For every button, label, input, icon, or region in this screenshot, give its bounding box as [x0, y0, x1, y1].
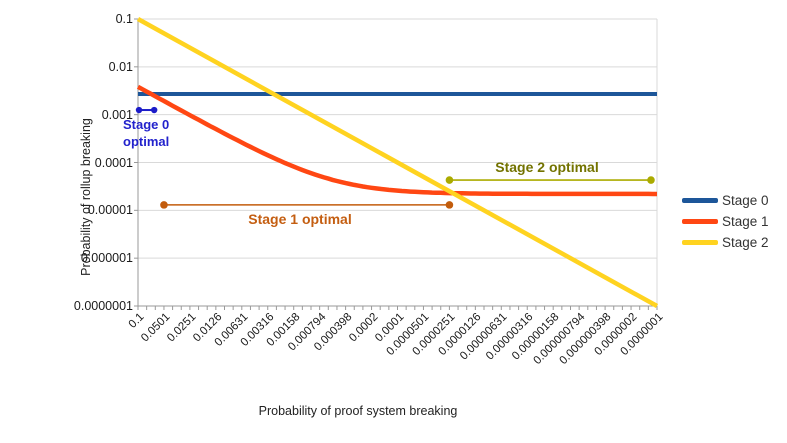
y-tick-label: 0.0000001: [73, 299, 133, 313]
y-tick-label: 0.1: [115, 12, 133, 26]
annotation-stage-1-optimal: Stage 1 optimal: [248, 211, 352, 227]
stage-2-line: [136, 17, 659, 308]
annotation-stage-0-optimal: Stage 0 optimal: [123, 117, 170, 149]
legend-item-stage-2: Stage 2: [682, 235, 769, 250]
annotation-range-stage-1: [160, 201, 454, 209]
stage-0-line-swatch: [682, 198, 718, 203]
legend-item-stage-0: Stage 0: [682, 193, 769, 208]
legend: Stage 0 Stage 1 Stage 2: [682, 193, 769, 256]
legend-label: Stage 2: [722, 235, 769, 250]
legend-label: Stage 0: [722, 193, 769, 208]
stage-2-line-swatch: [682, 240, 718, 245]
x-axis-title: Probability of proof system breaking: [258, 404, 458, 418]
stage-1-line-swatch: [682, 219, 718, 224]
legend-item-stage-1: Stage 1: [682, 214, 769, 229]
annotation-range-stage-2: [445, 176, 655, 184]
y-tick-label: 0.00001: [87, 203, 133, 218]
y-tick-label: 0.000001: [80, 251, 133, 266]
annotation-range-stage-0: [135, 106, 158, 114]
stage-1-line: [136, 84, 657, 197]
y-tick-label: 0.0001: [94, 155, 133, 170]
y-axis-title: Probability of rollup breaking: [79, 118, 93, 276]
y-tick-label: 0.001: [101, 107, 133, 122]
legend-label: Stage 1: [722, 214, 769, 229]
y-tick-label: 0.01: [108, 59, 133, 74]
annotation-stage-2-optimal: Stage 2 optimal: [495, 159, 599, 175]
